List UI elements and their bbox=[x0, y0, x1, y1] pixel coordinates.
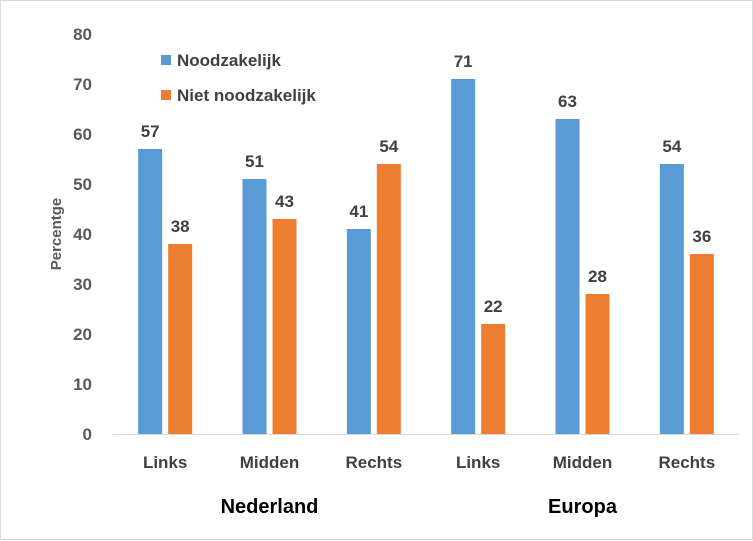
legend-swatch bbox=[161, 55, 171, 65]
data-label: 28 bbox=[588, 267, 607, 286]
y-tick-label: 50 bbox=[73, 175, 92, 194]
group-label: Nederland bbox=[221, 496, 319, 518]
y-tick-label: 70 bbox=[73, 75, 92, 94]
bar-niet-noodzakelijk bbox=[689, 254, 714, 434]
bar-niet-noodzakelijk bbox=[481, 324, 506, 434]
y-tick-label: 60 bbox=[73, 125, 92, 144]
bar-noodzakelijk bbox=[138, 149, 163, 434]
data-label: 36 bbox=[692, 227, 711, 246]
x-axis: Links Midden Rechts Links Midden Rechts Nederl… bbox=[113, 434, 739, 518]
data-label: 57 bbox=[141, 122, 160, 141]
x-tick-label: Midden bbox=[553, 453, 613, 472]
bar-niet-noodzakelijk bbox=[272, 219, 297, 434]
data-label: 63 bbox=[558, 92, 577, 111]
y-tick-label: 0 bbox=[83, 425, 92, 444]
y-tick-label: 10 bbox=[73, 375, 92, 394]
x-tick-label: Rechts bbox=[658, 453, 715, 472]
x-tick-label: Links bbox=[143, 453, 187, 472]
y-tick-label: 30 bbox=[73, 275, 92, 294]
y-tick-label: 80 bbox=[73, 25, 92, 44]
y-axis: 0 10 20 30 40 50 60 70 80 Percentge bbox=[48, 25, 92, 444]
bar-niet-noodzakelijk bbox=[585, 294, 610, 434]
data-label: 51 bbox=[245, 152, 264, 171]
bar-noodzakelijk bbox=[451, 79, 476, 434]
legend-swatch bbox=[161, 90, 171, 100]
y-axis-title: Percentge bbox=[48, 198, 65, 271]
bar-noodzakelijk bbox=[659, 164, 684, 434]
bars bbox=[138, 79, 714, 434]
group-label: Europa bbox=[548, 496, 618, 518]
bar-noodzakelijk bbox=[346, 229, 371, 434]
bar-noodzakelijk bbox=[242, 179, 267, 434]
y-tick-label: 40 bbox=[73, 225, 92, 244]
data-label: 38 bbox=[171, 217, 190, 236]
bar-noodzakelijk bbox=[555, 119, 580, 434]
data-label: 22 bbox=[484, 297, 503, 316]
x-tick-label: Rechts bbox=[345, 453, 402, 472]
y-tick-label: 20 bbox=[73, 325, 92, 344]
data-label: 71 bbox=[454, 52, 473, 71]
bar-niet-noodzakelijk bbox=[376, 164, 401, 434]
legend-entry: Niet noodzakelijk bbox=[177, 86, 316, 105]
legend-entry: Noodzakelijk bbox=[177, 51, 281, 70]
data-labels: 57 51 41 71 63 54 38 43 54 22 28 36 bbox=[141, 52, 712, 316]
legend: Noodzakelijk Niet noodzakelijk bbox=[161, 51, 316, 105]
data-label: 41 bbox=[349, 202, 368, 221]
data-label: 43 bbox=[275, 192, 294, 211]
x-tick-label: Links bbox=[456, 453, 500, 472]
bar-niet-noodzakelijk bbox=[168, 244, 193, 434]
data-label: 54 bbox=[379, 137, 398, 156]
data-label: 54 bbox=[662, 137, 681, 156]
x-tick-label: Midden bbox=[240, 453, 300, 472]
